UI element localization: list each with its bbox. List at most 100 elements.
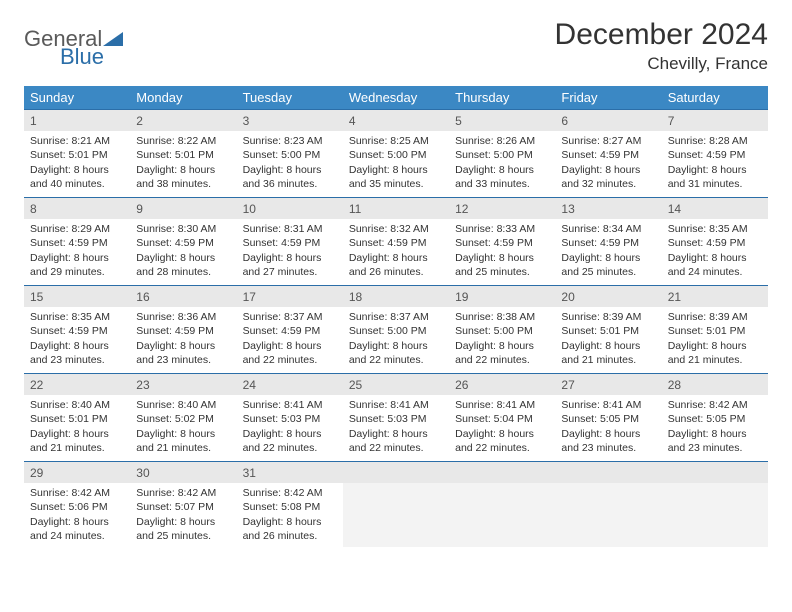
day-body: Sunrise: 8:41 AMSunset: 5:03 PMDaylight:… bbox=[237, 395, 343, 459]
sunrise-label: Sunrise: bbox=[243, 135, 284, 147]
sunrise-label: Sunrise: bbox=[136, 487, 177, 499]
sunset-line: Sunset: 4:59 PM bbox=[668, 148, 762, 162]
daylight-label: Daylight: bbox=[561, 428, 605, 440]
day-body: Sunrise: 8:23 AMSunset: 5:00 PMDaylight:… bbox=[237, 131, 343, 195]
day-number: 6 bbox=[555, 110, 661, 131]
daylight-line: Daylight: 8 hours and 22 minutes. bbox=[349, 427, 443, 455]
sunrise-value: 8:36 AM bbox=[178, 311, 217, 323]
sunset-value: 4:59 PM bbox=[175, 237, 214, 249]
daylight-line: Daylight: 8 hours and 26 minutes. bbox=[349, 251, 443, 279]
daylight-line: Daylight: 8 hours and 21 minutes. bbox=[30, 427, 124, 455]
sunset-line: Sunset: 5:01 PM bbox=[561, 324, 655, 338]
sunrise-value: 8:37 AM bbox=[390, 311, 429, 323]
sunset-value: 5:06 PM bbox=[69, 501, 108, 513]
sunset-line: Sunset: 5:00 PM bbox=[243, 148, 337, 162]
sunset-label: Sunset: bbox=[30, 237, 69, 249]
sunrise-label: Sunrise: bbox=[136, 311, 177, 323]
calendar-cell: 12Sunrise: 8:33 AMSunset: 4:59 PMDayligh… bbox=[449, 198, 555, 286]
sunset-label: Sunset: bbox=[136, 149, 175, 161]
calendar-week: 8Sunrise: 8:29 AMSunset: 4:59 PMDaylight… bbox=[24, 198, 768, 286]
calendar-cell: 22Sunrise: 8:40 AMSunset: 5:01 PMDayligh… bbox=[24, 374, 130, 462]
daylight-line: Daylight: 8 hours and 21 minutes. bbox=[136, 427, 230, 455]
sunrise-line: Sunrise: 8:35 AM bbox=[668, 222, 762, 236]
sunset-label: Sunset: bbox=[668, 237, 707, 249]
daylight-label: Daylight: bbox=[136, 516, 180, 528]
day-body: Sunrise: 8:41 AMSunset: 5:05 PMDaylight:… bbox=[555, 395, 661, 459]
sunset-label: Sunset: bbox=[561, 237, 600, 249]
logo-text-wrap: General Blue bbox=[24, 26, 123, 52]
day-body: Sunrise: 8:26 AMSunset: 5:00 PMDaylight:… bbox=[449, 131, 555, 195]
daylight-line: Daylight: 8 hours and 22 minutes. bbox=[243, 339, 337, 367]
sunset-line: Sunset: 4:59 PM bbox=[455, 236, 549, 250]
weekday-header: Friday bbox=[555, 86, 661, 110]
day-number bbox=[555, 462, 661, 483]
sunrise-value: 8:26 AM bbox=[497, 135, 536, 147]
daylight-label: Daylight: bbox=[136, 252, 180, 264]
day-number: 15 bbox=[24, 286, 130, 307]
daylight-line: Daylight: 8 hours and 25 minutes. bbox=[455, 251, 549, 279]
sunset-value: 5:05 PM bbox=[706, 413, 745, 425]
day-body: Sunrise: 8:38 AMSunset: 5:00 PMDaylight:… bbox=[449, 307, 555, 371]
daylight-label: Daylight: bbox=[561, 164, 605, 176]
day-number: 13 bbox=[555, 198, 661, 219]
sunset-label: Sunset: bbox=[30, 149, 69, 161]
calendar-cell: 26Sunrise: 8:41 AMSunset: 5:04 PMDayligh… bbox=[449, 374, 555, 462]
day-number: 29 bbox=[24, 462, 130, 483]
calendar-cell: 19Sunrise: 8:38 AMSunset: 5:00 PMDayligh… bbox=[449, 286, 555, 374]
sunrise-line: Sunrise: 8:27 AM bbox=[561, 134, 655, 148]
daylight-line: Daylight: 8 hours and 22 minutes. bbox=[243, 427, 337, 455]
calendar-cell: 9Sunrise: 8:30 AMSunset: 4:59 PMDaylight… bbox=[130, 198, 236, 286]
calendar-cell bbox=[555, 462, 661, 547]
sunset-label: Sunset: bbox=[30, 413, 69, 425]
sunset-value: 5:00 PM bbox=[494, 149, 533, 161]
sunset-value: 4:59 PM bbox=[494, 237, 533, 249]
daylight-line: Daylight: 8 hours and 24 minutes. bbox=[668, 251, 762, 279]
day-number: 19 bbox=[449, 286, 555, 307]
sunset-label: Sunset: bbox=[349, 413, 388, 425]
calendar-cell: 20Sunrise: 8:39 AMSunset: 5:01 PMDayligh… bbox=[555, 286, 661, 374]
day-body: Sunrise: 8:31 AMSunset: 4:59 PMDaylight:… bbox=[237, 219, 343, 283]
title-block: December 2024 Chevilly, France bbox=[555, 18, 768, 74]
sunrise-line: Sunrise: 8:26 AM bbox=[455, 134, 549, 148]
sunrise-value: 8:39 AM bbox=[709, 311, 748, 323]
daylight-line: Daylight: 8 hours and 23 minutes. bbox=[668, 427, 762, 455]
sunrise-label: Sunrise: bbox=[349, 135, 390, 147]
day-body: Sunrise: 8:42 AMSunset: 5:05 PMDaylight:… bbox=[662, 395, 768, 459]
sunrise-line: Sunrise: 8:28 AM bbox=[668, 134, 762, 148]
sunset-line: Sunset: 5:08 PM bbox=[243, 500, 337, 514]
calendar-week: 15Sunrise: 8:35 AMSunset: 4:59 PMDayligh… bbox=[24, 286, 768, 374]
weekday-row: SundayMondayTuesdayWednesdayThursdayFrid… bbox=[24, 86, 768, 110]
sunrise-label: Sunrise: bbox=[455, 311, 496, 323]
daylight-line: Daylight: 8 hours and 21 minutes. bbox=[561, 339, 655, 367]
day-body: Sunrise: 8:33 AMSunset: 4:59 PMDaylight:… bbox=[449, 219, 555, 283]
sunrise-label: Sunrise: bbox=[561, 135, 602, 147]
sunset-label: Sunset: bbox=[349, 237, 388, 249]
sunrise-line: Sunrise: 8:39 AM bbox=[668, 310, 762, 324]
sunset-label: Sunset: bbox=[243, 325, 282, 337]
sunset-value: 5:01 PM bbox=[69, 149, 108, 161]
sunrise-value: 8:21 AM bbox=[71, 135, 110, 147]
calendar-cell: 13Sunrise: 8:34 AMSunset: 4:59 PMDayligh… bbox=[555, 198, 661, 286]
daylight-line: Daylight: 8 hours and 32 minutes. bbox=[561, 163, 655, 191]
sunrise-label: Sunrise: bbox=[668, 135, 709, 147]
day-number: 9 bbox=[130, 198, 236, 219]
day-body: Sunrise: 8:42 AMSunset: 5:06 PMDaylight:… bbox=[24, 483, 130, 547]
daylight-label: Daylight: bbox=[136, 428, 180, 440]
sunset-line: Sunset: 5:07 PM bbox=[136, 500, 230, 514]
sunrise-label: Sunrise: bbox=[349, 223, 390, 235]
sunrise-line: Sunrise: 8:32 AM bbox=[349, 222, 443, 236]
sunrise-label: Sunrise: bbox=[30, 223, 71, 235]
calendar-cell: 4Sunrise: 8:25 AMSunset: 5:00 PMDaylight… bbox=[343, 110, 449, 198]
day-number: 18 bbox=[343, 286, 449, 307]
day-body: Sunrise: 8:35 AMSunset: 4:59 PMDaylight:… bbox=[662, 219, 768, 283]
calendar-cell: 7Sunrise: 8:28 AMSunset: 4:59 PMDaylight… bbox=[662, 110, 768, 198]
day-number: 23 bbox=[130, 374, 236, 395]
daylight-label: Daylight: bbox=[668, 252, 712, 264]
logo: General Blue bbox=[24, 26, 123, 52]
sunrise-line: Sunrise: 8:25 AM bbox=[349, 134, 443, 148]
day-body: Sunrise: 8:41 AMSunset: 5:04 PMDaylight:… bbox=[449, 395, 555, 459]
sunset-label: Sunset: bbox=[136, 325, 175, 337]
daylight-label: Daylight: bbox=[30, 340, 74, 352]
sunset-line: Sunset: 5:00 PM bbox=[455, 148, 549, 162]
sunrise-value: 8:33 AM bbox=[497, 223, 536, 235]
